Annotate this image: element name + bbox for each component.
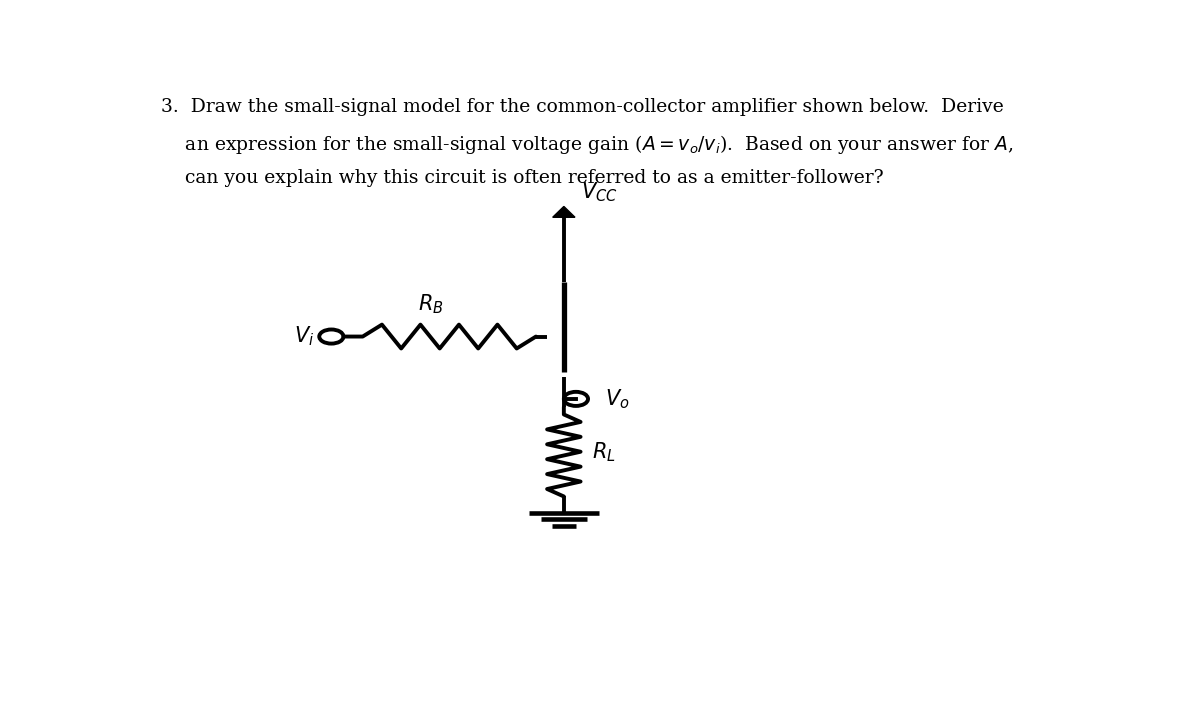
Text: an expression for the small-signal voltage gain ($A= v_o/v_i$).  Based on your a: an expression for the small-signal volta… xyxy=(161,133,1014,156)
Text: $V_{CC}$: $V_{CC}$ xyxy=(581,180,617,203)
Polygon shape xyxy=(553,206,575,218)
Text: 3.  Draw the small-signal model for the common-collector amplifier shown below. : 3. Draw the small-signal model for the c… xyxy=(161,98,1004,116)
Text: $R_B$: $R_B$ xyxy=(418,292,443,316)
Text: can you explain why this circuit is often referred to as a emitter-follower?: can you explain why this circuit is ofte… xyxy=(161,168,883,187)
Text: $R_L$: $R_L$ xyxy=(592,440,616,463)
Text: $V_i$: $V_i$ xyxy=(294,325,314,348)
Text: $V_o$: $V_o$ xyxy=(605,387,629,410)
